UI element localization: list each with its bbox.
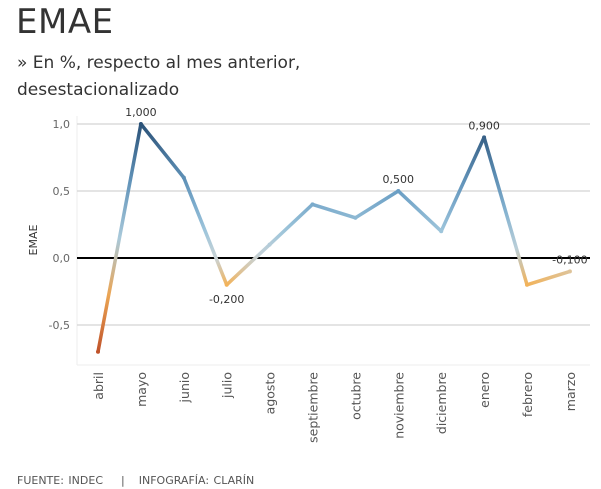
data-point-diciembre [439,229,444,234]
y-tick-label: -0,5 [49,319,70,332]
data-label: 0,500 [383,173,415,186]
data-point-agosto [267,242,272,247]
line-segment [267,202,315,247]
data-point-julio [224,282,229,287]
data-label: 1,000 [125,106,157,119]
line-segment [224,242,272,287]
x-tick-label: julio [220,372,235,399]
data-label: -0,100 [552,253,587,266]
footer-separator: | [121,474,125,487]
line-segment [353,189,401,220]
source-credit: FUENTE: INDEC [17,474,104,487]
page-subtitle: » En %, respecto al mes anterior, desest… [17,53,301,100]
line-segment [139,122,186,180]
x-tick-label: mayo [134,372,149,407]
data-label: -0,200 [209,293,244,306]
data-point-noviembre [396,189,401,193]
data-point-febrero [525,282,529,287]
data-point-junio [181,175,186,180]
x-tick-label: agosto [263,372,278,414]
line-segment [482,135,529,287]
y-tick-label: 0,0 [53,252,71,265]
data-point-abril [96,349,100,354]
data-point-octubre [353,215,358,220]
infographic-credit: INFOGRAFÍA: CLARÍN [138,474,255,487]
data-point-septiembre [310,202,315,207]
line-segment [439,135,486,233]
x-tick-label: septiembre [306,372,321,443]
x-tick-label: junio [177,372,192,403]
x-tick-label: febrero [520,372,535,417]
data-point-enero [482,135,487,140]
x-tick-label: octubre [348,372,363,420]
line-segment [182,175,229,287]
data-label: 0,900 [468,119,500,132]
x-tick-label: diciembre [434,372,449,434]
data-point-mayo [138,122,143,126]
x-tick-label: noviembre [391,372,406,439]
y-axis-label: EMAE [27,224,40,255]
line-segment [525,269,572,287]
line-segment [310,202,358,220]
y-tick-label: 1,0 [53,118,71,131]
page-title: EMAE [16,2,114,42]
data-point-marzo [567,269,572,274]
x-tick-label: enero [477,372,492,408]
x-tick-label: marzo [563,372,578,411]
line-segment [96,122,143,354]
footer: FUENTE: INDEC | INFOGRAFÍA: CLARÍN [17,474,254,487]
line-segment [396,189,443,233]
x-tick-label: abril [91,372,106,400]
y-tick-label: 0,5 [53,185,71,198]
